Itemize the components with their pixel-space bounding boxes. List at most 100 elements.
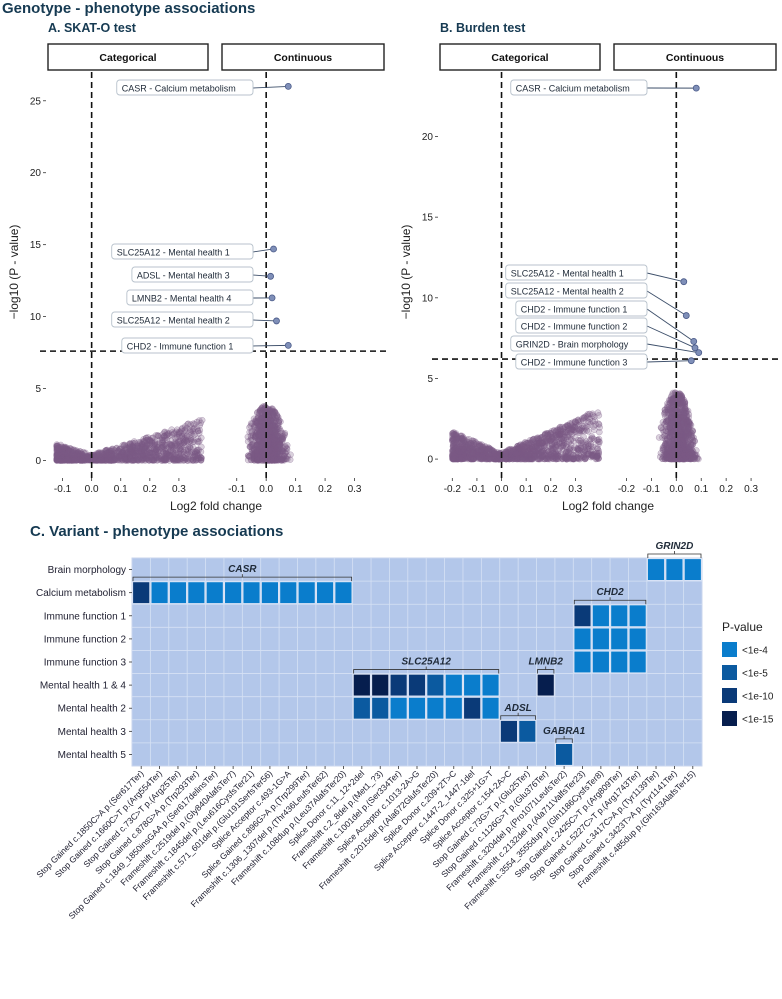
y-axis-label: −log10 (P - value) [7, 225, 21, 320]
data-point [53, 442, 61, 450]
data-point [465, 440, 472, 448]
data-point [160, 455, 167, 463]
callout-line [252, 85, 289, 89]
data-point [581, 427, 588, 435]
heatmap-cell [371, 674, 389, 697]
heatmap-cell [592, 650, 610, 674]
facet-strip [47, 43, 209, 71]
heatmap-cell [481, 674, 500, 697]
callout-line [646, 272, 684, 283]
data-point [594, 409, 602, 416]
heatmap-cell [353, 674, 371, 697]
row-label: Brain morphology [48, 565, 126, 576]
data-point [550, 444, 557, 452]
y-tick-label: 20 [422, 132, 434, 143]
data-point [543, 455, 550, 463]
legend-title: P-value [722, 620, 763, 634]
callout-label: CHD2 - Immune function 1 [127, 341, 234, 351]
data-point [70, 455, 78, 462]
data-point [467, 454, 475, 461]
heatmap-cell [408, 674, 426, 697]
highlighted-point [268, 294, 276, 302]
data-point [266, 407, 273, 415]
heatmap-cell [610, 627, 628, 650]
data-point [258, 442, 265, 450]
data-point [135, 456, 142, 464]
data-point [275, 419, 282, 426]
data-point [248, 450, 255, 457]
y-tick-label: 5 [35, 384, 41, 395]
heatmap-cell [684, 558, 702, 581]
data-point [98, 456, 106, 464]
data-point [655, 434, 663, 441]
heatmap-cell [297, 581, 316, 604]
heatmap-cell [353, 697, 371, 720]
bulk-points [244, 403, 294, 464]
data-point [570, 423, 578, 431]
row-label: Mental health 1 & 4 [40, 681, 127, 692]
callout-label: SLC25A12 - Mental health 2 [117, 315, 230, 325]
heatmap-cell [665, 558, 684, 581]
y-tick-label: 0 [35, 456, 41, 467]
data-point [676, 452, 684, 459]
highlighted-point [273, 317, 280, 325]
x-tick-label: 0.1 [114, 484, 128, 495]
heatmap-cell [389, 674, 408, 697]
data-point [183, 455, 190, 462]
data-point [552, 453, 560, 460]
legend-swatch [722, 642, 737, 657]
heatmap-cell [463, 697, 481, 720]
data-point [255, 414, 262, 421]
callout-line [646, 343, 699, 354]
data-point [588, 433, 596, 440]
x-tick-label: 0.3 [744, 484, 758, 495]
panel-b-title: B. Burden test [440, 21, 526, 35]
data-point [667, 430, 674, 437]
x-tick-label: 0.3 [568, 484, 582, 495]
heatmap-cell [610, 650, 628, 674]
panel-c-title: C. Variant - phenotype associations [30, 523, 283, 540]
x-tick-label: -0.2 [444, 484, 462, 495]
data-point [664, 406, 672, 414]
data-point [532, 453, 539, 460]
data-point [596, 428, 603, 436]
highlighted-point [695, 349, 703, 357]
data-point [126, 450, 134, 458]
highlighted-point [682, 312, 690, 319]
heatmap-cell [132, 581, 150, 604]
data-point [663, 440, 671, 447]
y-tick-label: 15 [422, 213, 434, 224]
legend-swatch [722, 711, 737, 726]
data-point [480, 451, 487, 458]
heatmap-cell [647, 558, 665, 581]
data-point [177, 446, 184, 454]
gene-label: ADSL [504, 703, 532, 714]
bulk-points [449, 409, 603, 463]
legend-label: <1e-10 [742, 692, 774, 703]
y-tick-label: 25 [30, 96, 42, 107]
data-point [485, 445, 492, 453]
heatmap-cell [261, 581, 279, 604]
gene-bracket [647, 551, 702, 558]
data-point [581, 455, 589, 463]
data-point [568, 435, 575, 443]
data-point [690, 455, 697, 462]
gene-label: SLC25A12 [401, 657, 451, 668]
row-label: Mental health 3 [58, 727, 127, 738]
data-point [685, 439, 692, 446]
heatmap-cell [500, 720, 518, 743]
heatmap-cell [445, 674, 463, 697]
legend-swatch [722, 665, 737, 680]
data-point [470, 444, 477, 452]
data-point [63, 450, 71, 457]
gene-label: GABRA1 [543, 726, 586, 737]
y-tick-label: 5 [427, 374, 433, 385]
heatmap-cell [371, 697, 389, 720]
facet-label: Continuous [666, 52, 724, 64]
data-point [197, 456, 205, 464]
highlighted-point [267, 272, 275, 280]
heatmap-cell [537, 674, 555, 697]
data-point [676, 390, 684, 397]
